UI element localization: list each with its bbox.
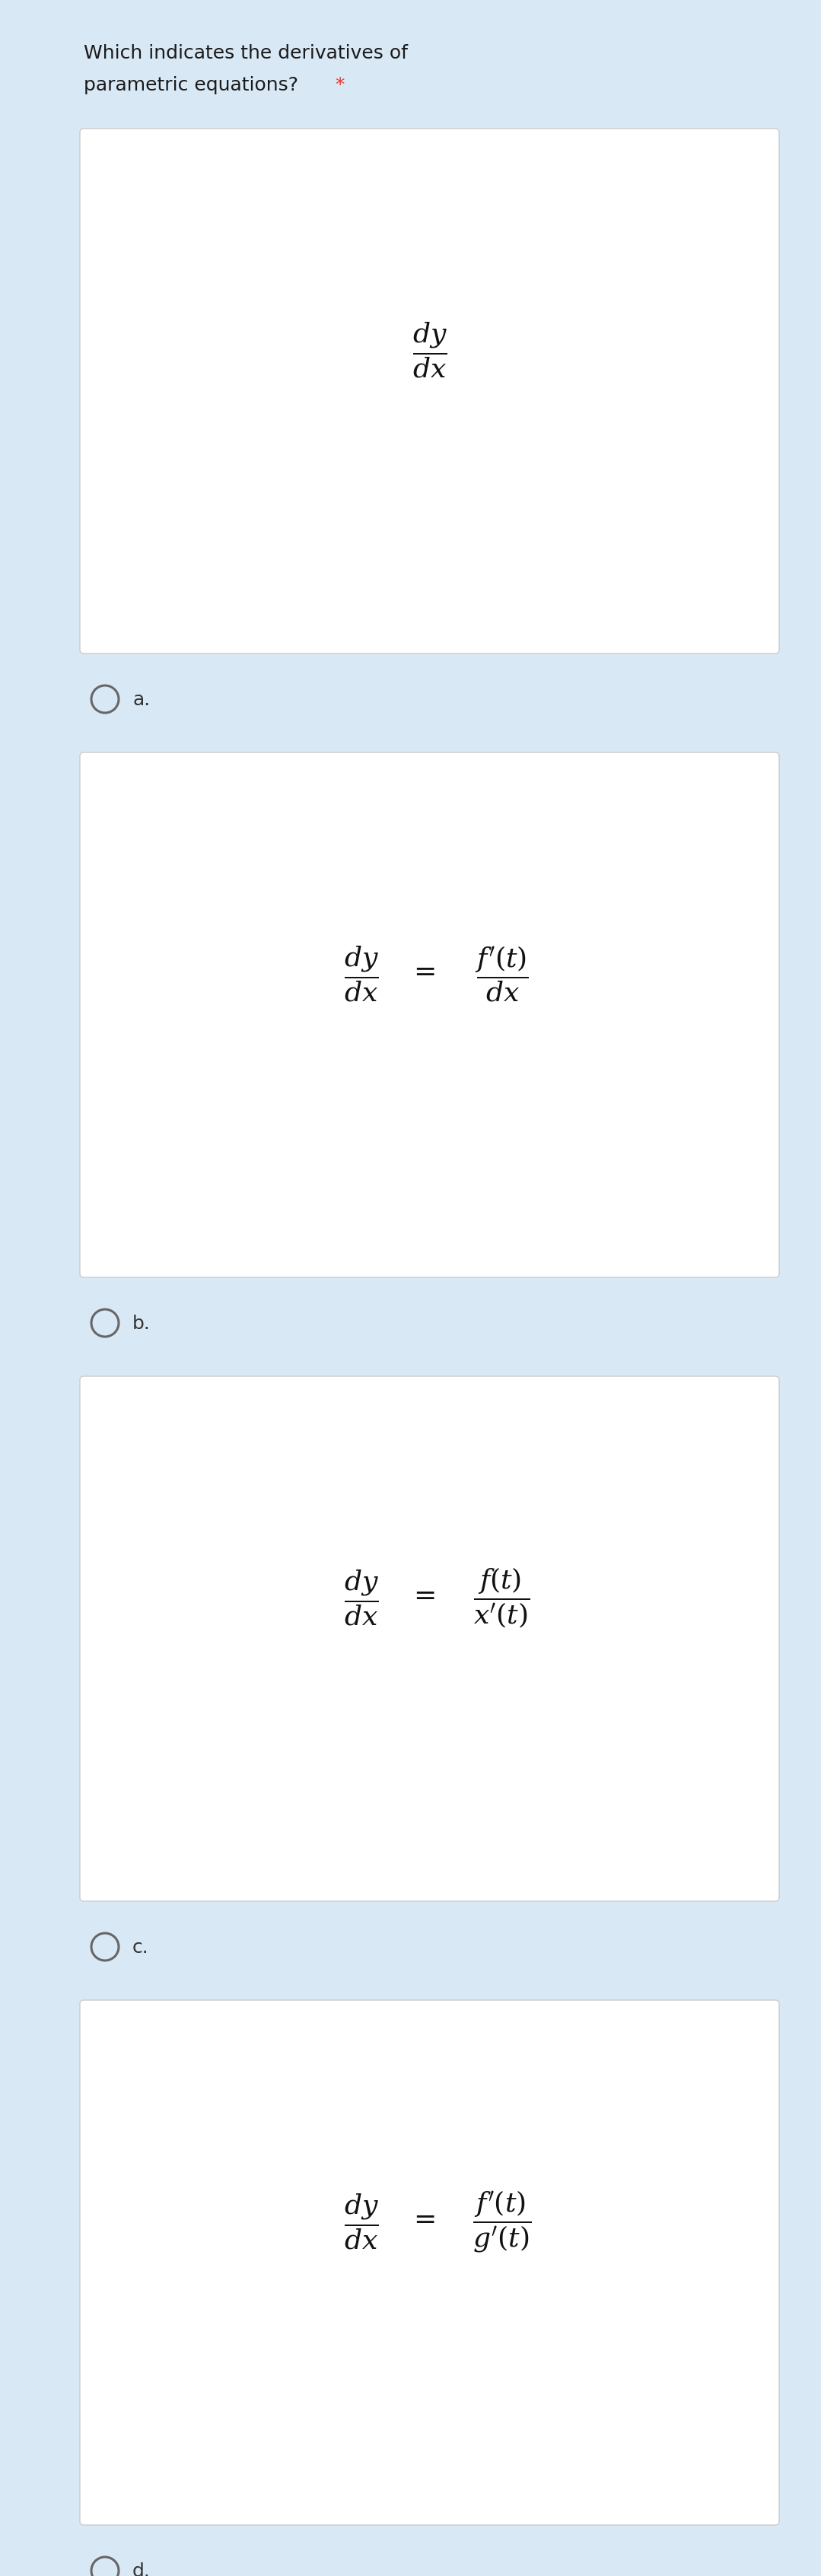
Text: $=$: $=$ — [409, 2205, 435, 2231]
FancyBboxPatch shape — [80, 1999, 779, 2524]
Text: Which indicates the derivatives of: Which indicates the derivatives of — [84, 44, 408, 62]
Text: b.: b. — [132, 1314, 150, 1332]
Text: $\dfrac{f(t)}{x'(t)}$: $\dfrac{f(t)}{x'(t)}$ — [474, 1566, 530, 1631]
Text: $\dfrac{dy}{dx}$: $\dfrac{dy}{dx}$ — [343, 2192, 378, 2251]
FancyBboxPatch shape — [80, 752, 779, 1278]
Text: parametric equations?: parametric equations? — [84, 77, 298, 95]
Text: $=$: $=$ — [409, 1582, 435, 1607]
Text: d.: d. — [132, 2561, 150, 2576]
Text: $\dfrac{f'(t)}{dx}$: $\dfrac{f'(t)}{dx}$ — [475, 945, 529, 1005]
Text: c.: c. — [132, 1937, 149, 1955]
Text: $\dfrac{dy}{dx}$: $\dfrac{dy}{dx}$ — [412, 322, 447, 379]
Text: $\dfrac{dy}{dx}$: $\dfrac{dy}{dx}$ — [343, 1569, 378, 1628]
Text: *: * — [335, 77, 344, 95]
Text: $=$: $=$ — [409, 958, 435, 984]
Text: $\dfrac{dy}{dx}$: $\dfrac{dy}{dx}$ — [343, 945, 378, 1005]
FancyBboxPatch shape — [80, 129, 779, 654]
FancyBboxPatch shape — [80, 1376, 779, 1901]
Text: a.: a. — [132, 690, 150, 708]
Text: $\dfrac{f'(t)}{g'(t)}$: $\dfrac{f'(t)}{g'(t)}$ — [472, 2190, 531, 2254]
